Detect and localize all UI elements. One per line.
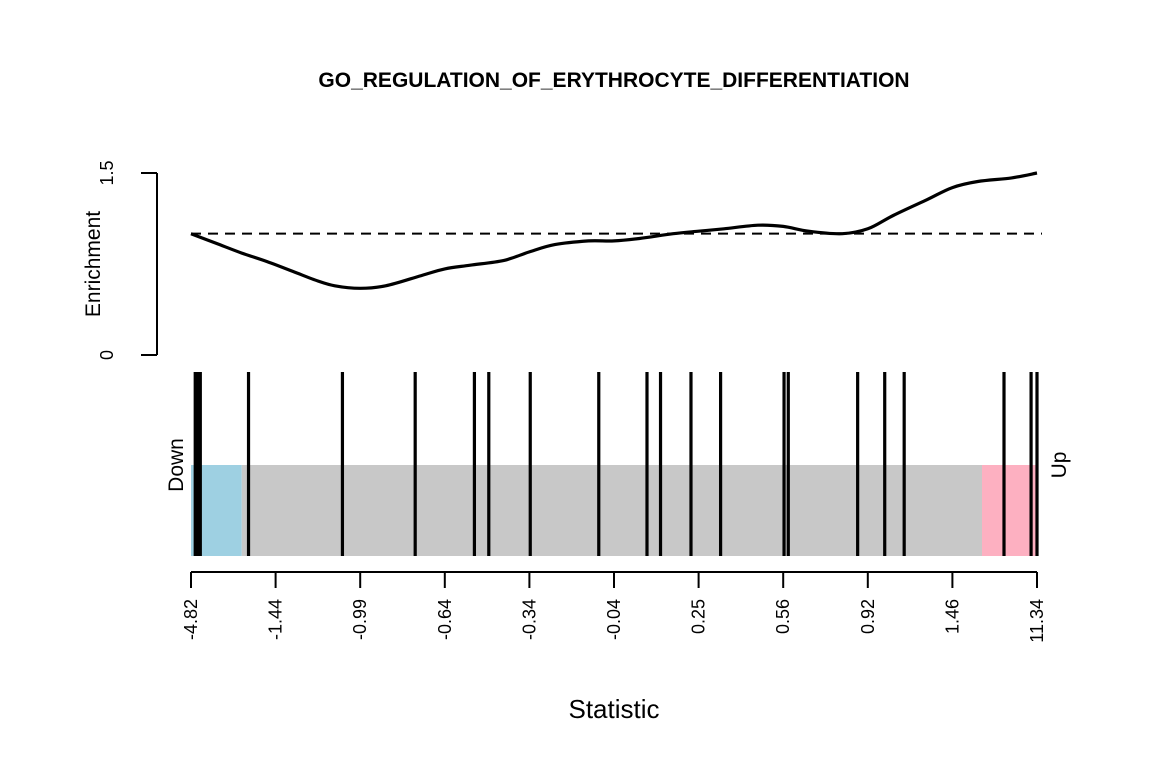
x-tick-label: 11.34 xyxy=(1027,599,1047,643)
y-tick-label-bottom: 0 xyxy=(97,350,117,360)
x-tick-label: -1.44 xyxy=(266,599,286,640)
x-tick-label: -0.34 xyxy=(519,599,539,640)
barcode-panel: Down Up xyxy=(165,372,1071,556)
x-tick-label: -0.64 xyxy=(435,599,455,640)
x-tick-label: 1.46 xyxy=(942,599,962,634)
enrichment-panel: 1.5 0 Enrichment xyxy=(82,160,1042,360)
chart-title: GO_REGULATION_OF_ERYTHROCYTE_DIFFERENTIA… xyxy=(318,69,909,92)
x-tick-label: -0.99 xyxy=(350,599,370,640)
y-tick-label-top: 1.5 xyxy=(97,160,117,185)
x-ticks: -4.82 -1.44 -0.99 -0.64 -0.34 -0.04 0.25 0.56 0.… xyxy=(181,572,1047,643)
enrichment-curve xyxy=(190,171,1038,290)
x-tick-label: -4.82 xyxy=(181,599,201,640)
x-tick-label: 0.56 xyxy=(773,599,793,634)
down-label: Down xyxy=(165,438,188,492)
x-axis-label: Statistic xyxy=(568,694,659,724)
x-tick-label: 0.25 xyxy=(689,599,709,634)
up-region xyxy=(982,465,1037,556)
x-tick-label: 0.92 xyxy=(858,599,878,634)
middle-region xyxy=(241,465,983,556)
up-label: Up xyxy=(1048,452,1071,479)
gene-bars xyxy=(193,372,1039,556)
x-tick-label: -0.04 xyxy=(604,599,624,640)
x-axis: -4.82 -1.44 -0.99 -0.64 -0.34 -0.04 0.25 0.56 0.… xyxy=(181,571,1047,724)
y-axis-label: Enrichment xyxy=(82,211,105,317)
